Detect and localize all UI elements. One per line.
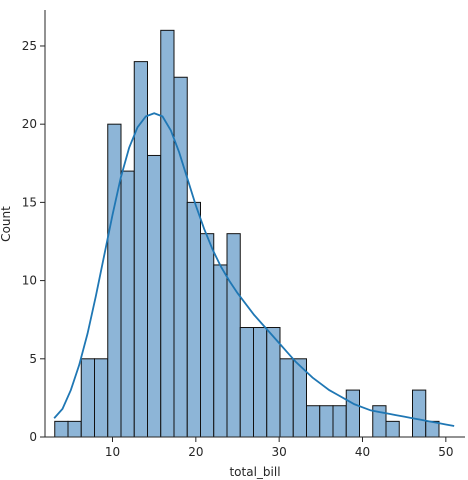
y-axis-label: Count (0, 206, 13, 242)
histogram-bar (253, 327, 268, 438)
histogram-bar (120, 170, 135, 438)
histogram-bar (67, 420, 82, 438)
x-tick-label: 50 (438, 445, 453, 459)
kde-curve (53, 112, 455, 427)
histogram-bar (319, 405, 334, 438)
histogram-bar (186, 201, 201, 438)
histogram-bar (173, 76, 188, 438)
x-tick-label: 20 (188, 445, 203, 459)
histogram-bar (306, 405, 321, 438)
y-tick-label: 20 (22, 117, 37, 131)
histogram-bar (412, 389, 427, 438)
x-axis-label: total_bill (229, 465, 280, 479)
y-tick-label: 25 (22, 39, 37, 53)
histogram-bar (213, 264, 228, 438)
histogram-bar (332, 405, 347, 438)
y-tick-label: 0 (29, 430, 37, 444)
histogram-bar (107, 123, 122, 438)
histogram-bar (147, 154, 162, 438)
histogram-bar (226, 233, 241, 438)
x-axis-ticks: 10 20 30 40 50 (105, 437, 453, 459)
histogram-bar (266, 327, 281, 438)
x-tick-label: 30 (272, 445, 287, 459)
histogram-bar (279, 358, 294, 438)
histogram-bar (54, 420, 69, 438)
y-tick-label: 10 (22, 274, 37, 288)
histogram-bar (200, 233, 215, 438)
y-tick-label: 5 (29, 352, 37, 366)
histogram-bars (54, 29, 440, 438)
x-tick-label: 10 (105, 445, 120, 459)
histogram-bar (385, 420, 400, 438)
histogram-bar (80, 358, 95, 438)
y-axis-ticks: 0 5 10 15 20 25 (22, 39, 45, 444)
x-tick-label: 40 (355, 445, 370, 459)
histogram-bar (239, 327, 254, 438)
histogram-bar (160, 29, 175, 438)
histogram-bar (345, 389, 360, 438)
y-tick-label: 15 (22, 195, 37, 209)
histogram-bar (94, 358, 109, 438)
